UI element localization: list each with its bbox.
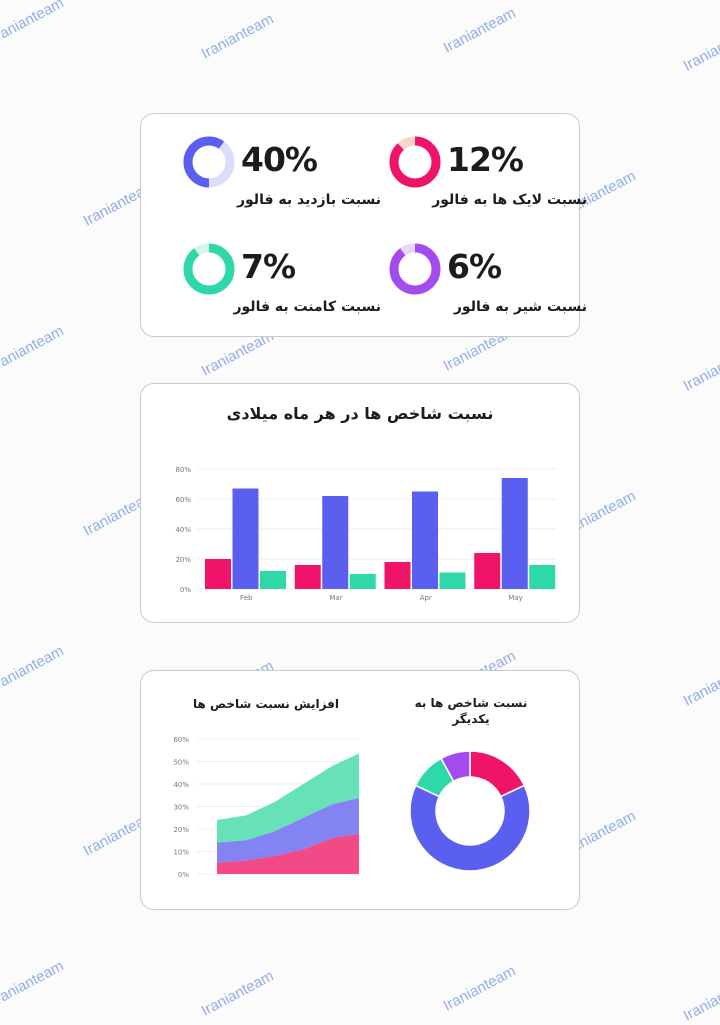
y-tick-label: 0% bbox=[180, 586, 191, 594]
x-tick-label: Apr bbox=[420, 594, 432, 602]
y-tick-label: 60% bbox=[175, 496, 191, 504]
watermark-text: Iranianteam bbox=[440, 4, 519, 57]
y-tick-label: 20% bbox=[173, 826, 189, 834]
watermark-text: Iranianteam bbox=[440, 962, 519, 1015]
donut-slice bbox=[440, 750, 471, 783]
x-tick-label: Feb bbox=[240, 594, 253, 602]
y-tick-label: 0% bbox=[178, 871, 189, 879]
y-tick-label: 50% bbox=[173, 759, 189, 767]
area-series bbox=[217, 797, 359, 863]
shares-ring bbox=[389, 243, 441, 295]
watermark-text: Iranianteam bbox=[680, 22, 720, 75]
y-tick-label: 60% bbox=[173, 736, 189, 744]
stat-value: 40% bbox=[241, 140, 318, 179]
watermark-text: Iranianteam bbox=[0, 642, 67, 695]
stat-likes: 12% نسبت لایک ها به فالور bbox=[387, 134, 587, 224]
bar bbox=[384, 562, 411, 589]
area-series bbox=[217, 753, 359, 843]
area-chart-title: افزایش نسبت شاخص ها bbox=[192, 697, 340, 711]
bar-chart: 0% 20% 40% 60% 80% Feb Mar Apr May bbox=[175, 466, 556, 602]
bar bbox=[349, 574, 376, 589]
bar-chart-title: نسبت شاخص ها در هر ماه میلادی bbox=[226, 404, 494, 423]
watermark-text: Iranianteam bbox=[0, 957, 67, 1010]
y-tick-label: 40% bbox=[173, 781, 189, 789]
watermark-text: Iranianteam bbox=[198, 10, 277, 63]
donut-slice bbox=[409, 784, 531, 872]
bar bbox=[439, 572, 466, 589]
watermark-text: Iranianteam bbox=[198, 967, 277, 1020]
donut-title-line: یکدیگر bbox=[452, 712, 490, 726]
bar bbox=[232, 488, 259, 589]
y-tick-label: 10% bbox=[173, 849, 189, 857]
watermark-text: Iranianteam bbox=[0, 322, 67, 375]
stat-shares: 6% نسبت شیر به فالور bbox=[387, 241, 587, 331]
stat-comments: 7% نسبت کامنت به فالور bbox=[181, 241, 381, 331]
watermark-text: Iranianteam bbox=[680, 657, 720, 710]
growth-and-ratio-card: افزایش نسبت شاخص ها 0% 10% 20% 30% 40% 50% 60%… bbox=[140, 670, 580, 910]
y-tick-label: 80% bbox=[175, 466, 191, 474]
stat-label: نسبت بازدید به فالور bbox=[236, 192, 381, 208]
stat-label: نسبت لایک ها به فالور bbox=[432, 192, 587, 208]
donut-title-line: نسبت شاخص ها به bbox=[414, 696, 528, 710]
area-chart: 0% 10% 20% 30% 40% 50% 60% bbox=[173, 736, 359, 879]
stat-value: 12% bbox=[447, 140, 524, 179]
stat-views: 40% نسبت بازدید به فالور bbox=[181, 134, 381, 224]
views-ring bbox=[183, 136, 235, 188]
ring-value-arc bbox=[389, 136, 441, 188]
watermark-text: Iranianteam bbox=[680, 342, 720, 395]
bar bbox=[474, 553, 501, 589]
likes-ring bbox=[389, 136, 441, 188]
stats-card: 40% نسبت بازدید به فالور 12% نسبت لایک ه… bbox=[140, 113, 587, 337]
bar bbox=[501, 478, 528, 589]
stat-label: نسبت شیر به فالور bbox=[453, 299, 587, 315]
donut-chart-title: نسبت شاخص ها به یکدیگر bbox=[391, 695, 551, 727]
y-tick-label: 30% bbox=[173, 804, 189, 812]
stat-value: 7% bbox=[241, 247, 296, 286]
watermark-text: Iranianteam bbox=[680, 972, 720, 1025]
comments-ring bbox=[183, 243, 235, 295]
bar bbox=[412, 491, 438, 589]
monthly-bar-chart-card: نسبت شاخص ها در هر ماه میلادی 0% 20% 40% 60… bbox=[140, 383, 580, 623]
bar bbox=[529, 565, 556, 589]
x-tick-label: May bbox=[508, 594, 522, 602]
watermark-text: Iranianteam bbox=[0, 0, 67, 47]
bar bbox=[322, 496, 349, 589]
bar bbox=[294, 565, 321, 589]
y-tick-label: 40% bbox=[175, 526, 191, 534]
y-tick-label: 20% bbox=[175, 556, 191, 564]
stat-label: نسبت کامنت به فالور bbox=[233, 299, 381, 315]
ring-value-arc bbox=[183, 136, 235, 188]
ring-value-arc bbox=[389, 243, 441, 295]
bar bbox=[205, 559, 231, 589]
x-tick-label: Mar bbox=[329, 594, 342, 602]
stat-value: 6% bbox=[447, 247, 502, 286]
donut-chart bbox=[409, 750, 531, 872]
bar bbox=[260, 571, 286, 589]
area-series bbox=[217, 833, 359, 874]
ring-value-arc bbox=[183, 243, 235, 295]
